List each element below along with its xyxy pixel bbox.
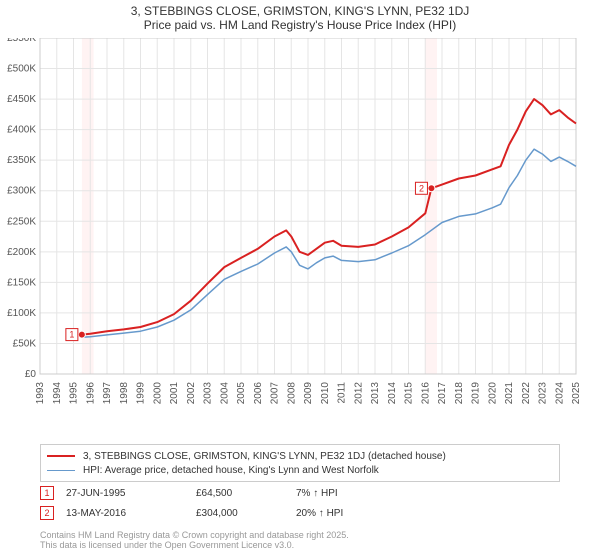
svg-text:1: 1: [69, 330, 74, 340]
svg-text:£250K: £250K: [7, 216, 36, 227]
svg-text:£350K: £350K: [7, 155, 36, 166]
svg-text:£0: £0: [25, 369, 37, 380]
svg-text:2020: 2020: [487, 382, 498, 405]
svg-text:1995: 1995: [69, 382, 80, 405]
svg-text:2012: 2012: [353, 382, 364, 405]
svg-text:2013: 2013: [370, 382, 381, 405]
svg-text:1996: 1996: [85, 382, 96, 405]
copyright-line-1: Contains HM Land Registry data © Crown c…: [40, 530, 560, 540]
svg-text:2011: 2011: [337, 382, 348, 404]
title-line-2: Price paid vs. HM Land Registry's House …: [0, 18, 600, 32]
svg-text:2008: 2008: [286, 382, 297, 405]
svg-text:2002: 2002: [186, 382, 197, 405]
svg-text:2018: 2018: [454, 382, 465, 405]
title-block: 3, STEBBINGS CLOSE, GRIMSTON, KING'S LYN…: [0, 0, 600, 34]
legend-row-2: HPI: Average price, detached house, King…: [47, 463, 553, 477]
svg-text:£50K: £50K: [13, 338, 37, 349]
marker-date-1: 27-JUN-1995: [66, 488, 196, 499]
svg-text:£550K: £550K: [7, 38, 36, 44]
marker-price-1: £64,500: [196, 488, 296, 499]
svg-text:£450K: £450K: [7, 94, 36, 105]
svg-text:2015: 2015: [404, 382, 415, 405]
svg-text:2010: 2010: [320, 382, 331, 405]
svg-text:2004: 2004: [219, 382, 230, 405]
svg-text:2016: 2016: [420, 382, 431, 405]
svg-text:2: 2: [419, 183, 424, 193]
svg-text:2005: 2005: [236, 382, 247, 405]
legend: 3, STEBBINGS CLOSE, GRIMSTON, KING'S LYN…: [40, 444, 560, 482]
legend-row-1: 3, STEBBINGS CLOSE, GRIMSTON, KING'S LYN…: [47, 449, 553, 463]
svg-text:£150K: £150K: [7, 277, 36, 288]
svg-text:1998: 1998: [119, 382, 130, 405]
svg-text:£400K: £400K: [7, 125, 36, 136]
chart-area: £0 £50K £100K £150K £200K £250K £300K £350K £400…: [0, 38, 600, 438]
marker-row-2: 2 13-MAY-2016 £304,000 20% ↑ HPI: [40, 506, 560, 520]
legend-line-icon: [47, 470, 75, 471]
svg-text:2007: 2007: [270, 382, 281, 405]
svg-text:£200K: £200K: [7, 247, 36, 258]
marker-date-2: 13-MAY-2016: [66, 508, 196, 519]
marker-badge-1: 1: [40, 486, 54, 500]
svg-text:2022: 2022: [521, 382, 532, 405]
svg-text:£100K: £100K: [7, 308, 36, 319]
svg-text:2019: 2019: [471, 382, 482, 405]
svg-text:1994: 1994: [52, 382, 63, 405]
legend-line-icon: [47, 455, 75, 457]
svg-text:2021: 2021: [504, 382, 515, 405]
svg-text:2009: 2009: [303, 382, 314, 405]
svg-text:2001: 2001: [169, 382, 180, 405]
svg-text:2003: 2003: [203, 382, 214, 405]
svg-text:2006: 2006: [253, 382, 264, 405]
svg-text:2023: 2023: [538, 382, 549, 405]
svg-text:£300K: £300K: [7, 186, 36, 197]
legend-label-2: HPI: Average price, detached house, King…: [83, 465, 379, 476]
svg-text:1993: 1993: [35, 382, 46, 405]
legend-label-1: 3, STEBBINGS CLOSE, GRIMSTON, KING'S LYN…: [83, 451, 446, 462]
svg-text:2000: 2000: [152, 382, 163, 405]
svg-text:£500K: £500K: [7, 64, 36, 75]
marker-price-2: £304,000: [196, 508, 296, 519]
chart-container: 3, STEBBINGS CLOSE, GRIMSTON, KING'S LYN…: [0, 0, 600, 560]
title-line-1: 3, STEBBINGS CLOSE, GRIMSTON, KING'S LYN…: [0, 4, 600, 18]
svg-text:1997: 1997: [102, 382, 113, 405]
copyright-line-2: This data is licensed under the Open Gov…: [40, 540, 560, 550]
svg-text:2017: 2017: [437, 382, 448, 405]
chart-svg: £0 £50K £100K £150K £200K £250K £300K £350K £400…: [0, 38, 600, 438]
svg-text:2024: 2024: [554, 382, 565, 405]
marker-badge-2: 2: [40, 506, 54, 520]
marker-delta-2: 20% ↑ HPI: [296, 508, 343, 519]
svg-text:1999: 1999: [136, 382, 147, 405]
marker-delta-1: 7% ↑ HPI: [296, 488, 338, 499]
svg-text:2025: 2025: [571, 382, 582, 405]
svg-text:2014: 2014: [387, 382, 398, 405]
copyright: Contains HM Land Registry data © Crown c…: [40, 530, 560, 550]
marker-row-1: 1 27-JUN-1995 £64,500 7% ↑ HPI: [40, 486, 560, 500]
